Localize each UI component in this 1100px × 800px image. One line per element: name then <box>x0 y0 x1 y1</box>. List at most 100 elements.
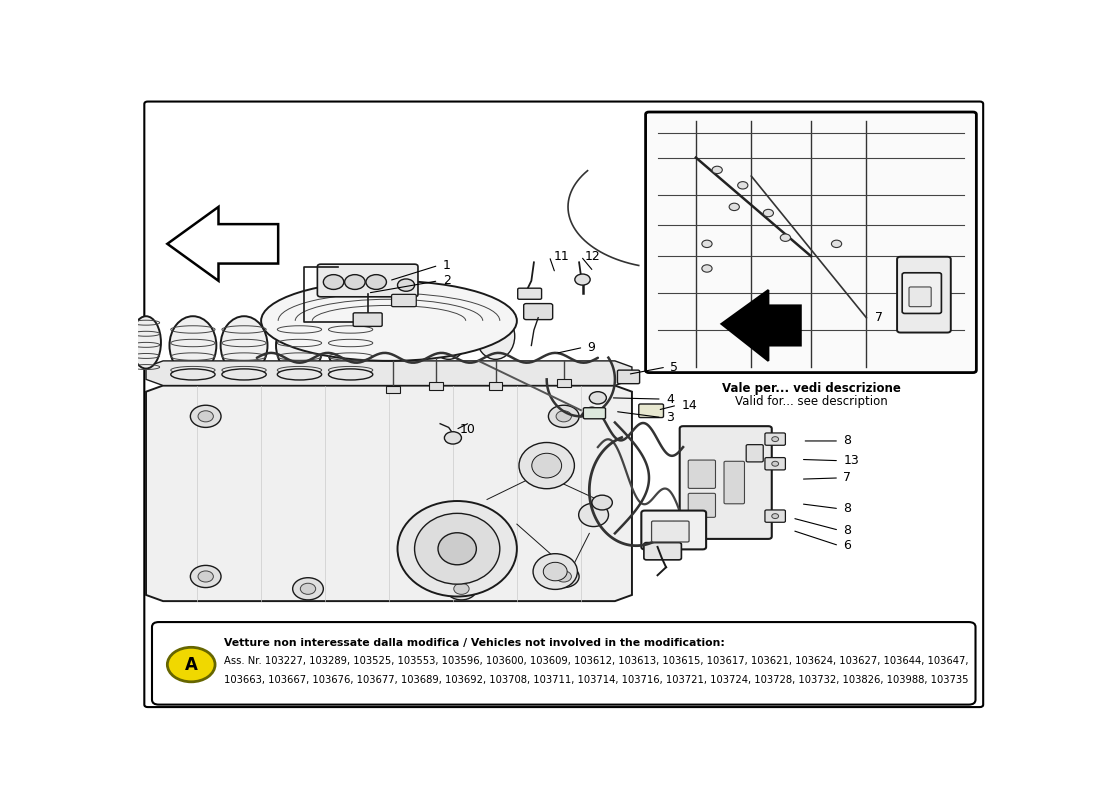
Ellipse shape <box>170 369 216 380</box>
Text: 5: 5 <box>670 361 679 374</box>
Ellipse shape <box>397 501 517 597</box>
FancyBboxPatch shape <box>646 112 977 373</box>
Text: 8: 8 <box>844 502 851 515</box>
Ellipse shape <box>327 316 374 374</box>
Circle shape <box>167 647 216 682</box>
Circle shape <box>702 265 712 272</box>
Circle shape <box>549 566 579 587</box>
Polygon shape <box>146 361 631 386</box>
Text: 13: 13 <box>844 454 859 467</box>
FancyBboxPatch shape <box>617 370 639 384</box>
Ellipse shape <box>531 454 562 478</box>
Polygon shape <box>722 290 801 361</box>
Text: Vetture non interessate dalla modifica / Vehicles not involved in the modificati: Vetture non interessate dalla modifica /… <box>224 638 725 648</box>
Circle shape <box>832 240 842 247</box>
Circle shape <box>447 578 476 600</box>
Text: 3: 3 <box>666 411 674 424</box>
Circle shape <box>575 274 591 285</box>
Ellipse shape <box>378 313 417 359</box>
FancyBboxPatch shape <box>909 287 932 306</box>
Text: 11: 11 <box>553 250 570 262</box>
Text: 12: 12 <box>585 250 601 262</box>
Circle shape <box>772 462 779 466</box>
Text: parts since: parts since <box>327 448 494 477</box>
Text: A: A <box>185 655 198 674</box>
FancyBboxPatch shape <box>689 460 715 488</box>
FancyBboxPatch shape <box>764 510 785 522</box>
Polygon shape <box>167 207 278 281</box>
Text: 6: 6 <box>844 539 851 552</box>
Circle shape <box>772 514 779 518</box>
Circle shape <box>198 410 213 422</box>
Text: 2: 2 <box>442 274 451 287</box>
Circle shape <box>557 571 571 582</box>
Bar <box>386 386 400 393</box>
Circle shape <box>702 240 712 247</box>
Ellipse shape <box>221 316 267 374</box>
Text: Valid for... see description: Valid for... see description <box>735 394 888 408</box>
Circle shape <box>712 166 723 174</box>
FancyBboxPatch shape <box>392 294 416 306</box>
Ellipse shape <box>476 313 515 359</box>
FancyBboxPatch shape <box>144 102 983 707</box>
Text: 4: 4 <box>666 393 674 406</box>
FancyBboxPatch shape <box>318 264 418 297</box>
Ellipse shape <box>222 369 266 380</box>
Bar <box>488 382 503 390</box>
Ellipse shape <box>534 554 578 590</box>
Circle shape <box>763 210 773 217</box>
Ellipse shape <box>169 316 217 374</box>
Ellipse shape <box>429 313 468 359</box>
Circle shape <box>293 578 323 600</box>
Ellipse shape <box>579 503 608 526</box>
FancyBboxPatch shape <box>764 433 785 446</box>
Text: 103663, 103667, 103676, 103677, 103689, 103692, 103708, 103711, 103714, 103716, : 103663, 103667, 103676, 103677, 103689, … <box>224 675 969 685</box>
Ellipse shape <box>519 442 574 489</box>
FancyBboxPatch shape <box>746 445 763 462</box>
Text: 7: 7 <box>844 471 851 485</box>
FancyBboxPatch shape <box>902 273 942 314</box>
Text: Ass. Nr. 103227, 103289, 103525, 103553, 103596, 103600, 103609, 103612, 103613,: Ass. Nr. 103227, 103289, 103525, 103553,… <box>224 657 969 666</box>
Circle shape <box>198 571 213 582</box>
Circle shape <box>772 437 779 442</box>
Circle shape <box>549 406 579 427</box>
Circle shape <box>190 566 221 587</box>
FancyBboxPatch shape <box>152 622 976 705</box>
FancyBboxPatch shape <box>689 494 715 518</box>
Ellipse shape <box>276 316 323 374</box>
FancyBboxPatch shape <box>680 426 772 539</box>
Circle shape <box>366 274 386 290</box>
Ellipse shape <box>438 533 476 565</box>
Ellipse shape <box>415 514 499 584</box>
Circle shape <box>729 203 739 210</box>
Ellipse shape <box>277 369 321 380</box>
FancyBboxPatch shape <box>639 404 663 418</box>
Ellipse shape <box>543 562 568 581</box>
Polygon shape <box>146 386 631 601</box>
Circle shape <box>344 274 365 290</box>
Circle shape <box>300 583 316 594</box>
Circle shape <box>397 279 415 291</box>
Circle shape <box>780 234 791 242</box>
FancyBboxPatch shape <box>353 313 382 326</box>
Text: Vale per... vedi descrizione: Vale per... vedi descrizione <box>722 382 901 395</box>
Ellipse shape <box>329 369 373 380</box>
Text: 1993: 1993 <box>360 474 461 507</box>
Text: 9: 9 <box>587 341 595 354</box>
FancyBboxPatch shape <box>651 521 689 542</box>
Text: 8: 8 <box>844 434 851 447</box>
FancyBboxPatch shape <box>583 408 605 418</box>
Circle shape <box>454 583 469 594</box>
Circle shape <box>592 495 613 510</box>
FancyBboxPatch shape <box>524 303 552 320</box>
Bar <box>557 379 571 386</box>
FancyBboxPatch shape <box>724 462 745 504</box>
FancyBboxPatch shape <box>764 458 785 470</box>
Circle shape <box>590 392 606 404</box>
Text: 7: 7 <box>876 311 883 324</box>
FancyBboxPatch shape <box>644 542 681 560</box>
Ellipse shape <box>261 281 517 361</box>
Circle shape <box>444 432 462 444</box>
Text: 10: 10 <box>460 423 475 436</box>
Text: 1: 1 <box>442 259 451 272</box>
